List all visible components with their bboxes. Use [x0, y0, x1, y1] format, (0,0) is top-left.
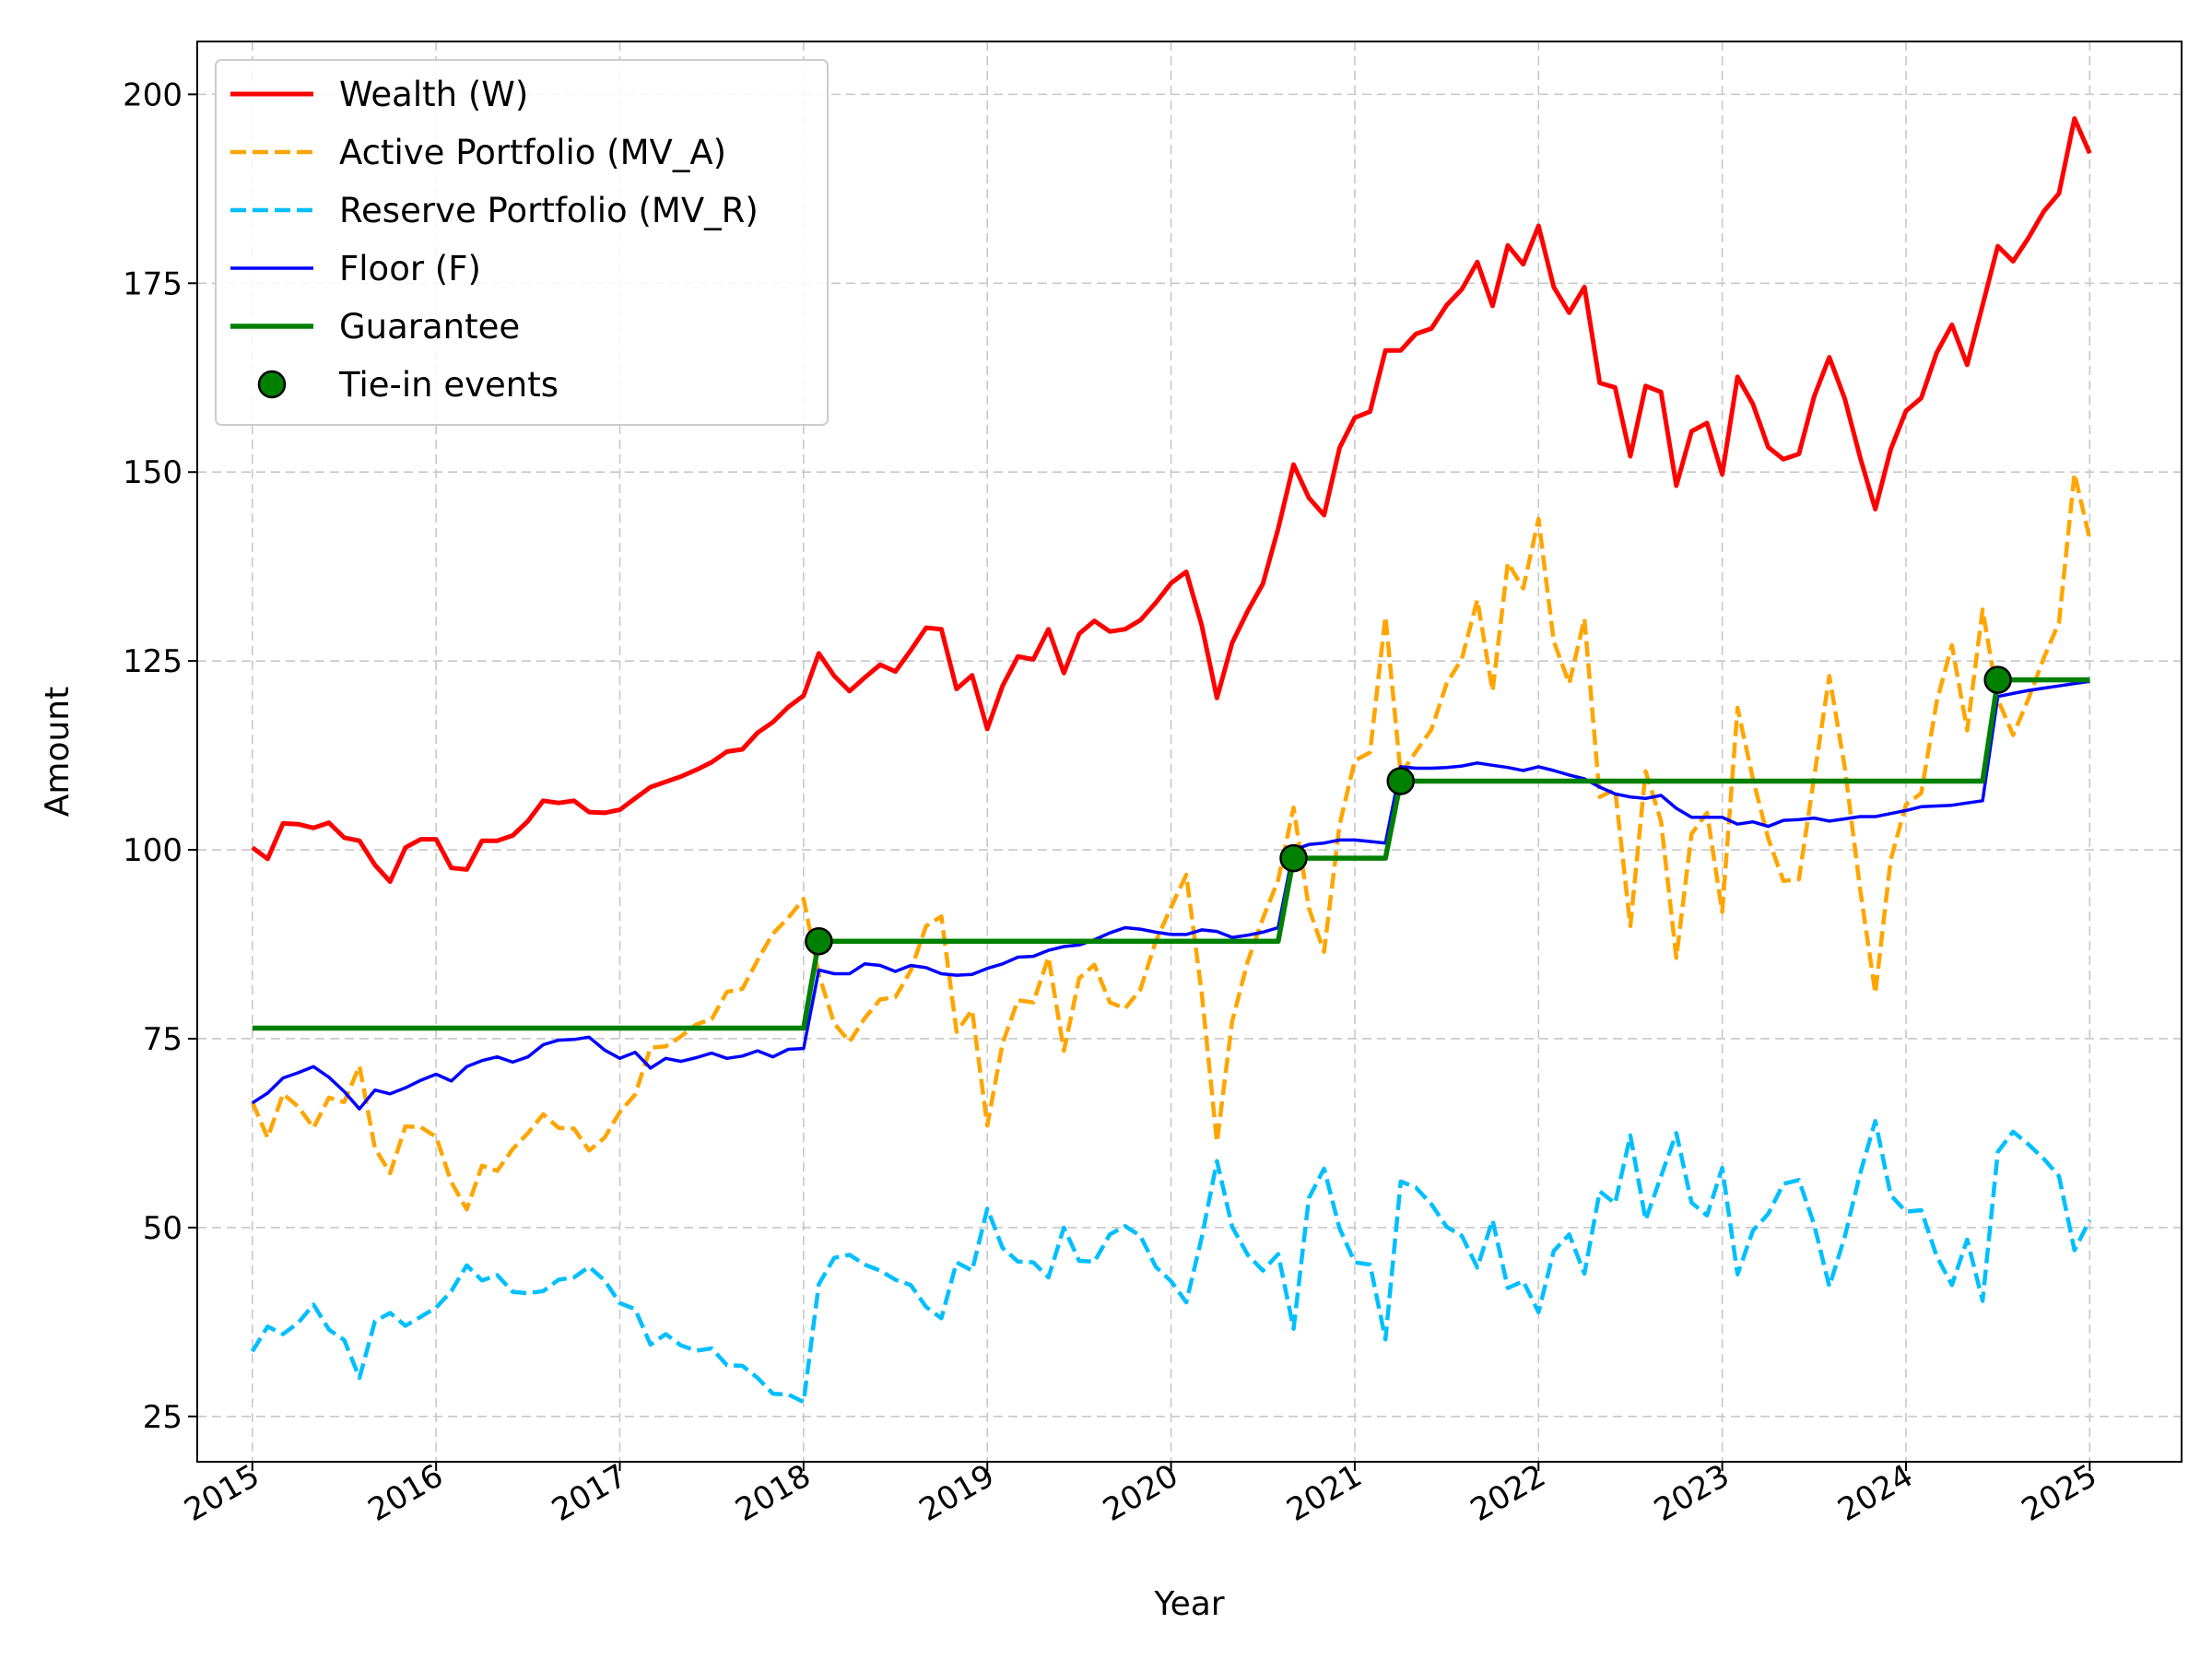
tie-in-event-marker — [1386, 767, 1416, 795]
legend-label: Floor (F) — [339, 249, 481, 288]
plot-frame — [196, 41, 2183, 1463]
y-axis-label: Amount — [39, 687, 76, 817]
y-tick-label: 100 — [123, 832, 182, 869]
series-line-guarantee — [252, 677, 2090, 1031]
y-tick-label: 175 — [123, 265, 182, 302]
series-line-wealth-w — [251, 116, 2092, 884]
legend: Wealth (W) Active Portfolio (MV_A) Reserve… — [215, 59, 829, 426]
x-axis-label: Year — [1153, 1585, 1224, 1623]
y-tick-label: 150 — [123, 454, 182, 491]
legend-label: Tie-in events — [338, 365, 559, 405]
series-line-reserve-portfolio-mv-r — [250, 1119, 2092, 1405]
y-tick-label: 200 — [123, 76, 182, 113]
y-tick-label: 50 — [143, 1210, 182, 1247]
legend-label: Guarantee — [339, 307, 520, 347]
y-tick-label: 25 — [143, 1399, 182, 1436]
legend-label: Reserve Portfolio (MV_R) — [339, 191, 759, 230]
tie-in-event-marker — [1279, 843, 1308, 873]
legend-label: Active Portfolio (MV_A) — [339, 133, 726, 172]
plot-series — [250, 116, 2092, 1405]
tie-in-event-marker — [1983, 665, 2012, 694]
legend-box — [215, 59, 829, 426]
series-line-floor-f — [251, 679, 2090, 1111]
legend-swatch-tie-in-events — [257, 370, 287, 399]
y-tick-label: 75 — [143, 1021, 182, 1058]
tie-in-markers — [805, 665, 2012, 956]
legend-label: Wealth (W) — [339, 75, 528, 114]
series-line-active-portfolio-mv-a — [250, 471, 2092, 1212]
y-tick-label: 125 — [123, 643, 182, 680]
tie-in-event-marker — [805, 926, 833, 956]
